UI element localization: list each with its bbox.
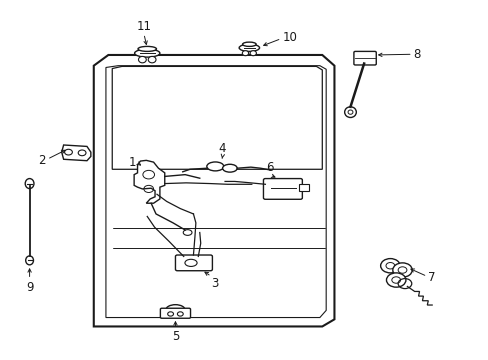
Text: 4: 4	[219, 142, 226, 155]
Circle shape	[386, 273, 405, 287]
Ellipse shape	[148, 57, 156, 63]
Text: 1: 1	[129, 156, 136, 168]
Ellipse shape	[26, 256, 33, 265]
Text: 9: 9	[26, 281, 33, 294]
Ellipse shape	[239, 44, 259, 51]
Ellipse shape	[206, 162, 224, 171]
Ellipse shape	[222, 164, 237, 172]
Circle shape	[392, 263, 411, 277]
Ellipse shape	[138, 57, 146, 63]
FancyBboxPatch shape	[160, 308, 190, 318]
Ellipse shape	[25, 179, 34, 189]
Text: 6: 6	[265, 161, 273, 174]
Text: 8: 8	[413, 48, 420, 61]
Ellipse shape	[134, 49, 160, 57]
Text: 7: 7	[427, 271, 435, 284]
Text: 2: 2	[39, 154, 46, 167]
Circle shape	[380, 258, 399, 273]
Ellipse shape	[249, 51, 256, 56]
Text: 10: 10	[282, 31, 297, 44]
Ellipse shape	[183, 230, 192, 235]
Bar	[299, 184, 308, 191]
FancyBboxPatch shape	[263, 179, 302, 199]
Ellipse shape	[344, 107, 356, 117]
Text: 11: 11	[136, 20, 151, 33]
Ellipse shape	[242, 51, 248, 56]
FancyBboxPatch shape	[175, 255, 212, 271]
Text: 5: 5	[171, 330, 179, 343]
Ellipse shape	[138, 46, 156, 51]
Ellipse shape	[165, 305, 185, 315]
Polygon shape	[134, 160, 164, 203]
FancyBboxPatch shape	[353, 51, 375, 65]
PathPatch shape	[94, 55, 334, 327]
Text: 3: 3	[211, 277, 218, 290]
Ellipse shape	[242, 42, 256, 46]
Polygon shape	[61, 145, 91, 161]
